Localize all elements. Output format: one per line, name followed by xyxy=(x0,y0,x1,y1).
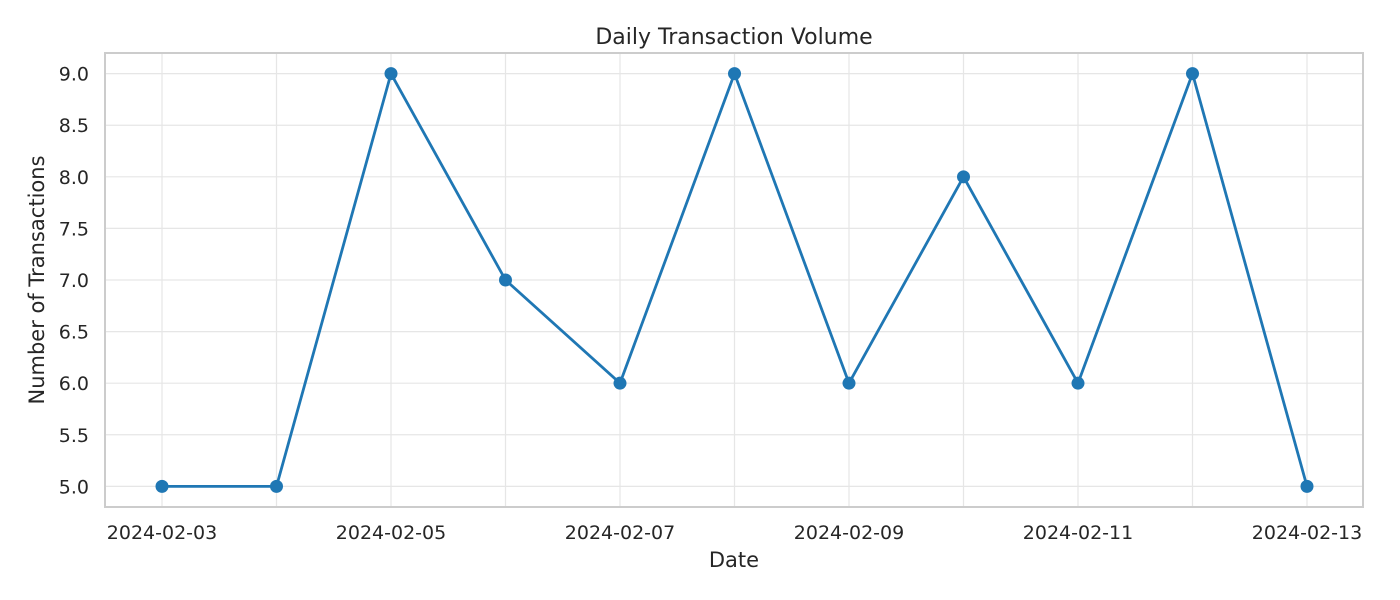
x-axis-ticks: 2024-02-03 2024-02-05 2024-02-07 2024-02-09… xyxy=(107,522,1362,544)
x-tick-label: 2024-02-13 xyxy=(1252,522,1362,544)
data-point xyxy=(957,170,970,184)
chart-title: Daily Transaction Volume xyxy=(595,25,872,50)
data-point xyxy=(384,67,398,81)
data-point xyxy=(728,67,741,81)
y-tick-label: 6.5 xyxy=(59,322,89,344)
data-point xyxy=(613,376,627,390)
data-point xyxy=(155,479,169,493)
y-tick-label: 7.0 xyxy=(59,270,89,292)
series-layer xyxy=(155,67,1314,493)
data-point xyxy=(1300,479,1314,493)
y-tick-label: 9.0 xyxy=(59,64,89,86)
data-point xyxy=(499,273,512,287)
data-point xyxy=(270,479,283,493)
data-point xyxy=(1071,376,1085,390)
y-axis-label: Number of Transactions xyxy=(25,155,49,404)
y-axis-ticks: 5.0 5.5 6.0 6.5 7.0 7.5 8.0 8.5 9.0 xyxy=(59,64,89,499)
y-tick-label: 8.5 xyxy=(59,115,89,137)
y-tick-label: 5.5 xyxy=(59,425,89,447)
data-point xyxy=(1186,67,1199,81)
y-tick-label: 7.5 xyxy=(59,218,89,240)
x-tick-label: 2024-02-03 xyxy=(107,522,217,544)
data-point xyxy=(842,376,856,390)
x-tick-label: 2024-02-11 xyxy=(1023,522,1133,544)
x-axis-label: Date xyxy=(709,548,759,572)
x-tick-label: 2024-02-05 xyxy=(336,522,446,544)
y-tick-label: 6.0 xyxy=(59,373,89,395)
y-tick-label: 5.0 xyxy=(59,476,89,498)
y-tick-label: 8.0 xyxy=(59,167,89,189)
x-tick-label: 2024-02-07 xyxy=(565,522,675,544)
plot-frame xyxy=(104,52,1364,508)
x-tick-label: 2024-02-09 xyxy=(794,522,904,544)
